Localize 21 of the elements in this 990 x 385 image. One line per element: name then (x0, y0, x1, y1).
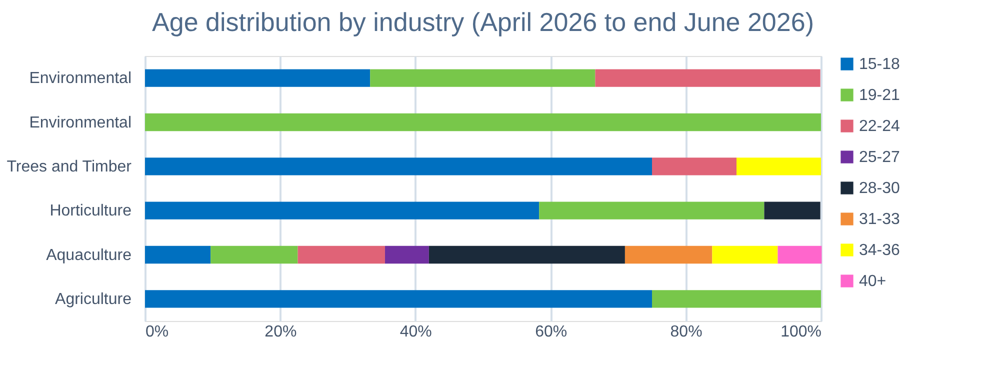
legend-label: 28-30 (859, 180, 900, 197)
x-tick-label: 0% (146, 324, 169, 340)
legend-label: 31-33 (859, 211, 900, 228)
y-tick-label: Environmental (29, 70, 132, 88)
x-tick-label: 100% (780, 324, 822, 340)
legend-label: 22-24 (859, 118, 900, 135)
legend-label: 19-21 (859, 87, 900, 104)
legend-label: 15-18 (859, 56, 900, 73)
y-tick-label: Agriculture (55, 290, 132, 308)
x-tick-label: 20% (264, 324, 297, 340)
y-tick-label: Horticulture (50, 202, 132, 220)
x-tick-label: 60% (535, 324, 568, 340)
legend-label: 40+ (859, 273, 886, 290)
legend-label: 25-27 (859, 149, 900, 166)
chart-title: Age distribution by industry (April 2026 to end June 2026) (152, 7, 814, 37)
x-tick-label: 40% (400, 324, 432, 340)
x-tick-label: 80% (670, 324, 702, 340)
y-tick-label: Trees and Timber (6, 158, 132, 176)
y-tick-label: Environmental (29, 114, 132, 132)
y-tick-label: Aquaculture (46, 246, 132, 264)
legend-label: 34-36 (859, 242, 900, 259)
